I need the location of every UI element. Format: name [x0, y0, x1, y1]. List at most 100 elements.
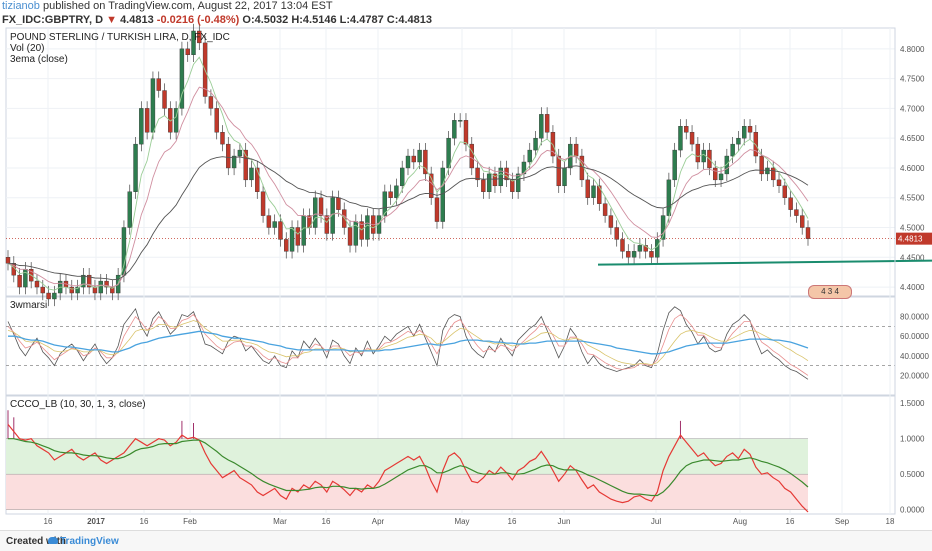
ccco-tick-label: 0.0000 [900, 506, 925, 515]
events-badge[interactable]: 4 3 4 [808, 285, 852, 299]
x-axis-label: 16 [44, 517, 53, 526]
candle-body [243, 149, 248, 181]
candle-body [150, 78, 156, 133]
candle-body [585, 179, 590, 198]
candle-body [782, 185, 788, 198]
ccco-legend: CCCO_LB (10, 30, 1, 3, close) [10, 399, 146, 410]
low-value: L:4.4787 [339, 14, 384, 26]
candle-body [533, 137, 538, 151]
candle-body [678, 126, 683, 151]
candle-body [69, 286, 74, 294]
candle-body [394, 185, 399, 198]
candle-body [463, 120, 469, 145]
change-value: -0.0216 (-0.48%) [156, 14, 240, 26]
candle-body [730, 143, 735, 157]
candle-body [197, 30, 202, 44]
candle-body [92, 286, 98, 294]
rsi-series-line [8, 330, 809, 355]
tradingview-link[interactable]: TradingView [60, 536, 119, 547]
rsi-series-line [7, 314, 809, 376]
x-axis-label: May [454, 517, 469, 526]
ccco-tick-label: 0.5000 [900, 470, 925, 479]
candle-body [173, 108, 179, 133]
candle-body [475, 167, 480, 181]
candle-body [452, 120, 457, 139]
candle-body [17, 274, 22, 288]
candle-body [510, 179, 515, 192]
candle-body [98, 280, 103, 294]
tradingview-cloud-icon [48, 537, 58, 544]
candle-body [208, 96, 214, 109]
x-axis-label: 18 [886, 517, 895, 526]
x-axis-label: 16 [322, 517, 331, 526]
candle-body [794, 209, 799, 216]
candle-body [52, 292, 57, 300]
candle-body [365, 215, 370, 240]
price-tick-label: 4.6000 [900, 164, 925, 173]
rsi-series-line [7, 306, 809, 380]
footer-bar: Created with TradingView [0, 530, 932, 551]
x-axis-label: Apr [372, 517, 385, 526]
ema-line [7, 86, 809, 288]
candle-body [156, 78, 161, 91]
candle-body [724, 155, 730, 175]
candle-body [800, 215, 805, 228]
rsi-tick-label: 40.0000 [900, 352, 929, 361]
candle-body [144, 108, 150, 133]
candle-body [417, 149, 422, 163]
author-name[interactable]: tizianob [2, 0, 40, 12]
candle-body [284, 239, 289, 252]
x-axis-label: Jun [558, 517, 571, 526]
x-axis-label: 2017 [87, 517, 105, 526]
candle-body [324, 215, 330, 234]
created-with-text: Created with [6, 536, 67, 547]
candle-body [695, 143, 701, 163]
candle-body [486, 173, 492, 192]
candle-body [573, 143, 579, 157]
candle-body [655, 239, 660, 258]
candle-body [376, 215, 382, 234]
candle-body [289, 227, 295, 252]
candle-body [220, 132, 225, 145]
ema-line [7, 156, 809, 281]
candle-body [237, 149, 243, 157]
candle-body [382, 191, 388, 216]
candle-body [771, 167, 776, 181]
candle-body [544, 114, 550, 133]
candle-body [318, 197, 324, 216]
published-text: published on TradingView.com, August 22,… [42, 0, 333, 12]
candle-body [226, 143, 231, 169]
price-tick-label: 4.7000 [900, 104, 925, 113]
candle-body [40, 286, 45, 294]
candle-body [481, 179, 486, 192]
candle-body [121, 227, 127, 276]
x-axis-label: Sep [835, 517, 850, 526]
candle-body [260, 191, 266, 216]
x-axis-label: Aug [733, 517, 747, 526]
candle-body [168, 108, 173, 133]
candle-body [295, 227, 301, 246]
candle-body [162, 90, 167, 109]
candle-body [492, 173, 498, 187]
rsi-tick-label: 60.0000 [900, 332, 929, 341]
price-legend-title: POUND STERLING / TURKISH LIRA, D, FX_IDC [10, 32, 230, 43]
candle-body [266, 215, 272, 228]
candle-body [631, 251, 637, 258]
candle-body [742, 126, 747, 139]
price-tick-label: 4.7500 [900, 75, 925, 84]
candle-body [713, 167, 718, 181]
x-axis-label: 16 [508, 517, 517, 526]
pane-frame-1 [5, 296, 896, 396]
symbol-label: FX_IDC:GBPTRY, D [2, 14, 104, 26]
publish-line: tizianob published on TradingView.com, A… [2, 0, 333, 12]
candle-body [684, 126, 689, 133]
close-value: C:4.4813 [386, 14, 433, 26]
candle-body [666, 179, 672, 216]
candle-body [5, 257, 11, 264]
candle-body [46, 292, 51, 300]
candle-body [34, 280, 40, 288]
candle-body [75, 286, 80, 294]
x-axis-label: 16 [786, 517, 795, 526]
last-price-tag [896, 232, 932, 245]
price-tick-label: 4.4500 [900, 253, 925, 262]
